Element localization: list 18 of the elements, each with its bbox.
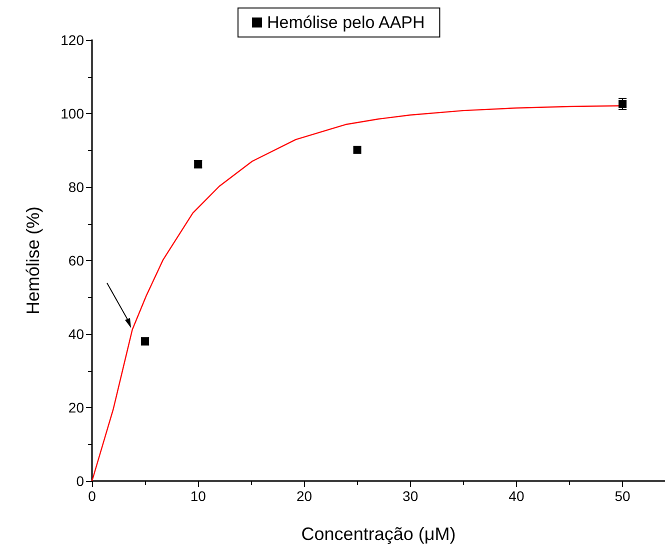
x-tick-label: 50 bbox=[614, 488, 631, 504]
x-tick-label: 40 bbox=[508, 488, 524, 504]
x-tick-label: 30 bbox=[402, 488, 418, 504]
y-tick-label: 0 bbox=[76, 473, 84, 489]
y-tick-label: 120 bbox=[60, 32, 84, 48]
x-axis-title: Concentração (μM) bbox=[301, 524, 456, 544]
y-tick-label: 40 bbox=[68, 326, 84, 342]
x-tick-label: 10 bbox=[190, 488, 206, 504]
x-tick-label: 20 bbox=[296, 488, 312, 504]
y-tick-label: 100 bbox=[60, 106, 84, 122]
y-axis-title: Hemólise (%) bbox=[23, 206, 43, 315]
y-tick-label: 60 bbox=[68, 252, 84, 268]
x-tick-label: 0 bbox=[88, 488, 96, 504]
point bbox=[618, 100, 627, 108]
point bbox=[353, 146, 362, 154]
legend-label: Hemólise pelo AAPH bbox=[267, 13, 425, 32]
y-tick-label: 80 bbox=[68, 179, 84, 195]
y-tick-label: 20 bbox=[68, 400, 84, 416]
